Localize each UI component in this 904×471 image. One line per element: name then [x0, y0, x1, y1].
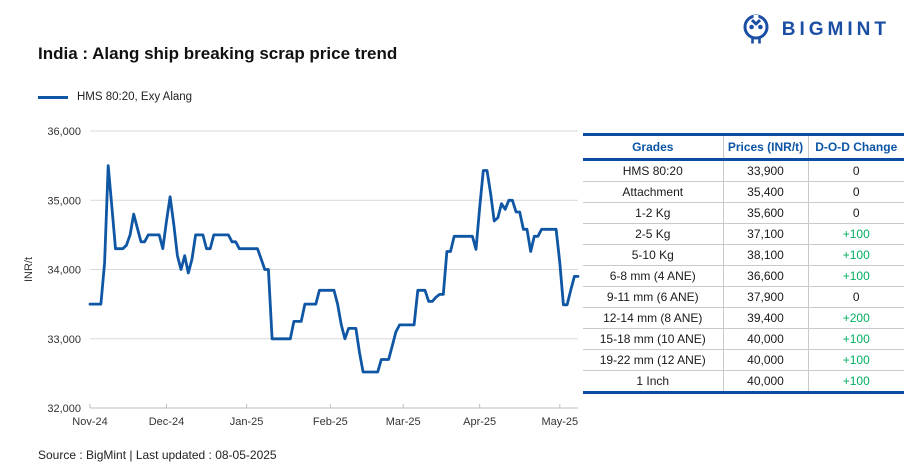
grade-cell: 12-14 mm (8 ANE) — [583, 307, 723, 329]
grade-cell: 2-5 Kg — [583, 223, 723, 245]
grade-cell: 1 Inch — [583, 370, 723, 393]
change-cell: +100 — [807, 370, 904, 393]
price-cell: 38,100 — [722, 244, 808, 266]
line-chart-canvas: 32,000 33,000 34,000 35,000 36,000 Nov-24 Dec-… — [23, 126, 580, 428]
svg-text:Dec-24: Dec-24 — [149, 416, 184, 428]
bigmint-logo-icon — [743, 14, 769, 44]
table-row: 6-8 mm (4 ANE) 36,600 +100 — [583, 265, 904, 287]
price-cell: 37,900 — [722, 286, 808, 308]
page-title: India : Alang ship breaking scrap price … — [38, 44, 398, 63]
price-cell: 40,000 — [722, 328, 808, 350]
grade-cell: 19-22 mm (12 ANE) — [583, 349, 723, 371]
change-cell: +100 — [807, 244, 904, 266]
bigmint-logo: BIGMINT — [738, 12, 890, 48]
svg-text:32,000: 32,000 — [47, 403, 81, 415]
table-row: 1 Inch 40,000 +100 — [583, 370, 904, 393]
table-row: 5-10 Kg 38,100 +100 — [583, 244, 904, 266]
grade-cell: Attachment — [583, 181, 723, 203]
price-cell: 40,000 — [722, 349, 808, 371]
svg-text:INR/t: INR/t — [23, 257, 35, 282]
price-cell: 35,600 — [722, 202, 808, 224]
change-cell: +100 — [807, 328, 904, 350]
column-header-grades: Grades — [583, 134, 723, 161]
svg-text:May-25: May-25 — [541, 416, 578, 428]
grade-cell: HMS 80:20 — [583, 159, 723, 182]
grade-cell: 5-10 Kg — [583, 244, 723, 266]
change-cell: 0 — [807, 181, 904, 203]
svg-text:Jan-25: Jan-25 — [230, 416, 264, 428]
grade-cell: 6-8 mm (4 ANE) — [583, 265, 723, 287]
change-cell: +100 — [807, 265, 904, 287]
table-row: 15-18 mm (10 ANE) 40,000 +100 — [583, 328, 904, 350]
source-footnote: Source : BigMint | Last updated : 08-05-… — [38, 448, 277, 462]
table-row: 9-11 mm (6 ANE) 37,900 0 — [583, 286, 904, 308]
price-cell: 36,600 — [722, 265, 808, 287]
svg-text:Mar-25: Mar-25 — [386, 416, 421, 428]
legend-label: HMS 80:20, Exy Alang — [77, 91, 193, 103]
table-row: HMS 80:20 33,900 0 — [583, 159, 904, 182]
svg-text:33,000: 33,000 — [47, 334, 81, 346]
change-cell: 0 — [807, 159, 904, 182]
svg-text:35,000: 35,000 — [47, 195, 81, 207]
change-cell: 0 — [807, 202, 904, 224]
table-row: Attachment 35,400 0 — [583, 181, 904, 203]
legend-line-swatch — [38, 95, 68, 99]
change-cell: 0 — [807, 286, 904, 308]
prices-table: Grades Prices (INR/t) D-O-D Change HMS 8… — [583, 133, 904, 394]
grade-cell: 9-11 mm (6 ANE) — [583, 286, 723, 308]
price-trend-chart: 32,000 33,000 34,000 35,000 36,000 Nov-24 Dec-… — [20, 120, 602, 440]
svg-text:Nov-24: Nov-24 — [72, 416, 107, 428]
price-cell: 39,400 — [722, 307, 808, 329]
table-header-row: Grades Prices (INR/t) D-O-D Change — [583, 134, 904, 161]
svg-text:Feb-25: Feb-25 — [313, 416, 348, 428]
grade-cell: 15-18 mm (10 ANE) — [583, 328, 723, 350]
svg-text:Apr-25: Apr-25 — [463, 416, 496, 428]
column-header-dod-change: D-O-D Change — [807, 134, 904, 161]
table-row: 19-22 mm (12 ANE) 40,000 +100 — [583, 349, 904, 371]
svg-text:36,000: 36,000 — [47, 126, 81, 138]
price-cell: 33,900 — [722, 159, 808, 182]
price-cell: 35,400 — [722, 181, 808, 203]
price-cell: 40,000 — [722, 370, 808, 393]
svg-text:34,000: 34,000 — [47, 265, 81, 277]
change-cell: +100 — [807, 349, 904, 371]
change-cell: +200 — [807, 307, 904, 329]
chart-legend: HMS 80:20, Exy Alang — [38, 91, 192, 103]
table-row: 12-14 mm (8 ANE) 39,400 +200 — [583, 307, 904, 329]
bigmint-logo-text: BIGMINT — [781, 19, 890, 40]
change-cell: +100 — [807, 223, 904, 245]
price-cell: 37,100 — [722, 223, 808, 245]
grade-cell: 1-2 Kg — [583, 202, 723, 224]
table-row: 1-2 Kg 35,600 0 — [583, 202, 904, 224]
column-header-prices: Prices (INR/t) — [722, 134, 808, 161]
table-row: 2-5 Kg 37,100 +100 — [583, 223, 904, 245]
